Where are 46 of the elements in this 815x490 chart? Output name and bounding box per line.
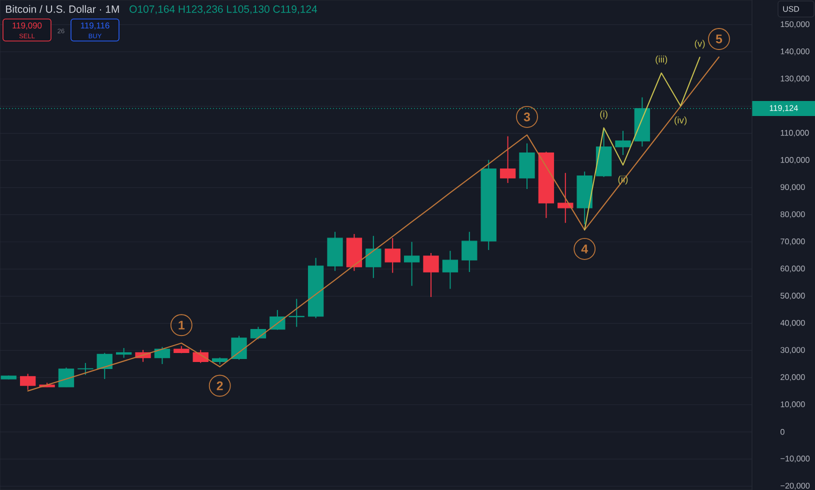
- y-tick-label: 150,000: [780, 21, 810, 28]
- candlestick: [615, 130, 631, 156]
- y-tick-label: 60,000: [780, 266, 805, 272]
- candlestick: [558, 172, 574, 224]
- y-tick-label: 140,000: [780, 48, 810, 56]
- candlestick: [384, 238, 400, 274]
- annotation: 2: [216, 381, 223, 390]
- y-tick-label: 10,000: [780, 401, 805, 408]
- y-tick-label: 40,000: [780, 320, 805, 327]
- ref-line-label: 119,124: [770, 105, 798, 112]
- y-tick-label: 130,000: [780, 76, 810, 82]
- y-tick-label: 20,000: [780, 374, 805, 381]
- annotation: 1: [178, 320, 185, 330]
- y-tick-label: 90,000: [780, 184, 805, 191]
- y-tick-label: 80,000: [780, 211, 805, 218]
- line-series: [584, 56, 700, 230]
- annotation: (i): [600, 110, 608, 120]
- annotation: 4: [581, 244, 588, 254]
- y-tick-label: 100,000: [780, 157, 810, 164]
- candlestick: [250, 326, 266, 340]
- candlestick: [20, 373, 36, 390]
- annotation: (iii): [656, 56, 668, 64]
- annotation: 5: [716, 34, 722, 44]
- annotation: (v): [694, 40, 705, 49]
- y-tick-label: 70,000: [780, 238, 805, 246]
- candlestick: [500, 136, 516, 184]
- annotation: (iv): [674, 116, 687, 126]
- candlestick: [404, 241, 420, 286]
- candlestick: [423, 252, 439, 298]
- annotation: 119,116: [80, 22, 110, 30]
- y-tick-label: 50,000: [780, 292, 805, 300]
- candlestick: [96, 352, 112, 380]
- chart-title: Bitcoin / U.S. Dollar · 1M: [6, 5, 119, 13]
- annotation: 119,090: [12, 22, 42, 30]
- y-tick-label: 30,000: [780, 347, 805, 354]
- y-tick-label: −20,000: [780, 482, 810, 490]
- candlestick: [442, 250, 458, 290]
- y-tick-label: 0: [780, 429, 784, 435]
- candlestick: [231, 335, 247, 360]
- candlestick: [78, 362, 94, 376]
- y-tick-label: 110,000: [780, 130, 809, 137]
- candlestick: [366, 235, 382, 278]
- y-tick-label: −10,000: [780, 456, 810, 462]
- candlestick: [462, 231, 478, 273]
- chart-subtitle: O107,164 H123,236 L105,130 C119,124: [130, 5, 318, 14]
- annotation: 3: [524, 112, 530, 122]
